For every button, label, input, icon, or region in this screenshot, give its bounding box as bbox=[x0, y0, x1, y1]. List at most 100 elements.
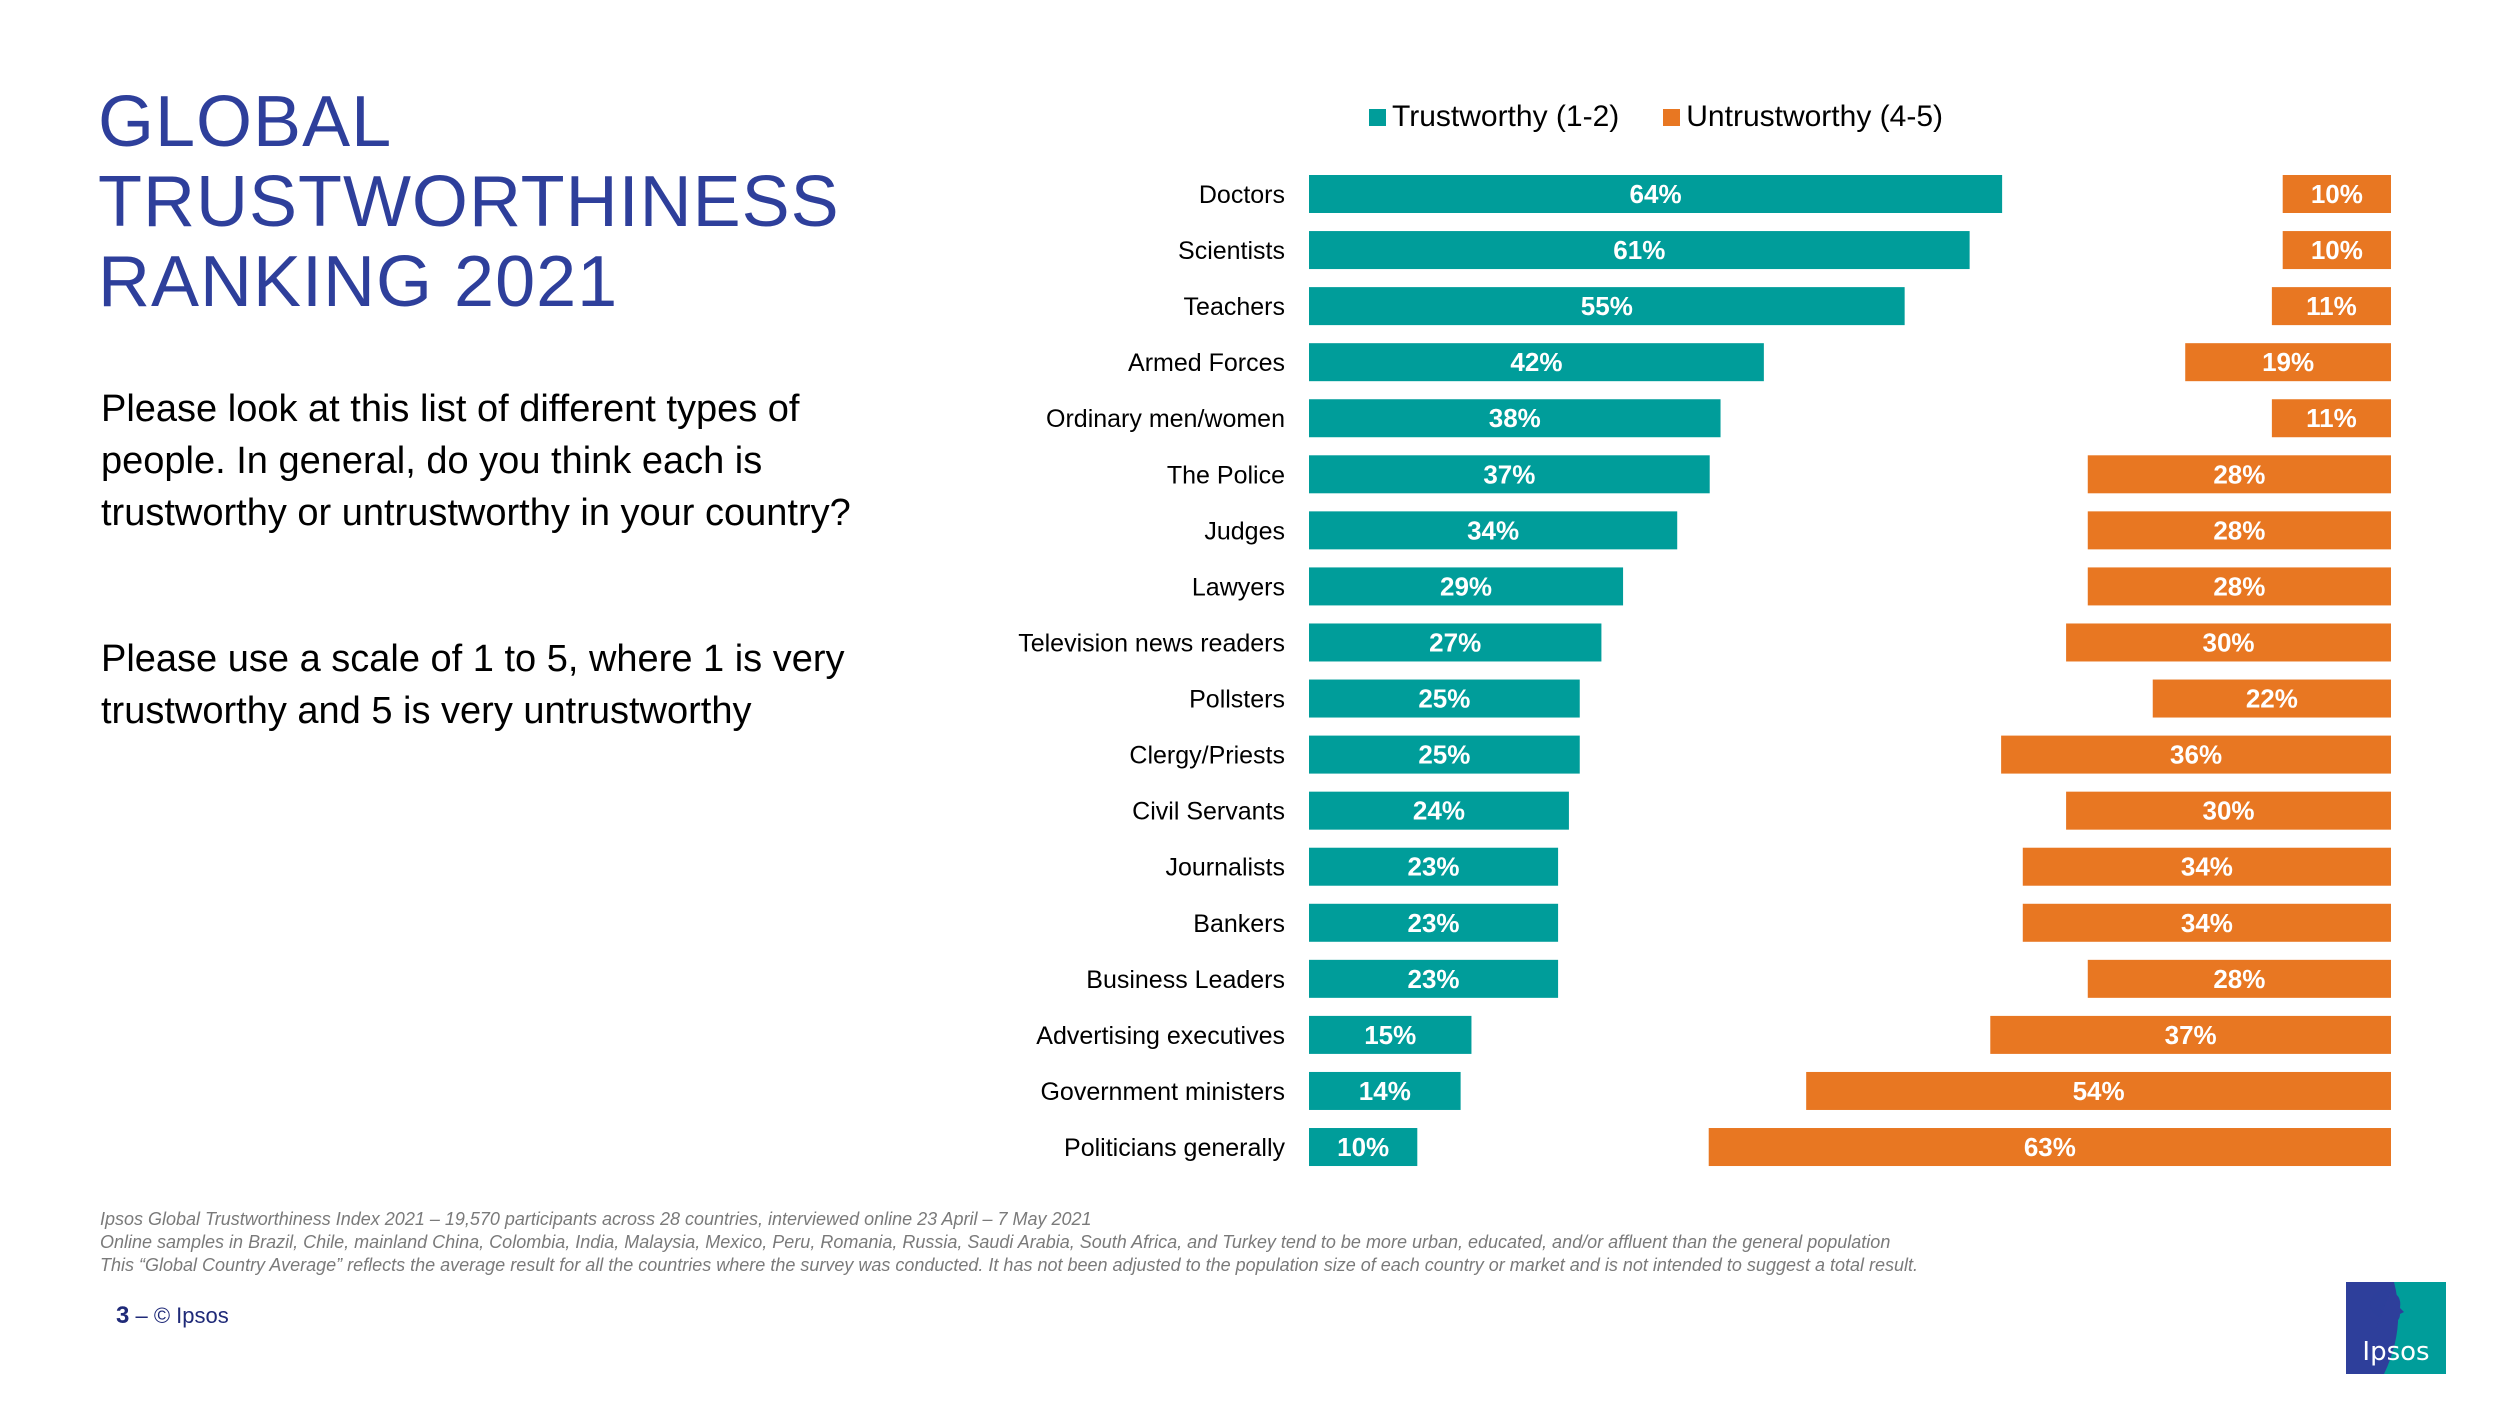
copyright: © Ipsos bbox=[153, 1303, 229, 1328]
chart-row: Television news readers 27% 30% bbox=[1018, 623, 2391, 662]
bar-trustworthy bbox=[1309, 1015, 1472, 1054]
bar-trustworthy bbox=[1309, 455, 1710, 494]
data-label: 28% bbox=[2213, 459, 2265, 489]
data-label: 34% bbox=[2181, 908, 2233, 938]
data-label: 34% bbox=[1467, 515, 1519, 545]
chart-row: Judges 34% 28% bbox=[1204, 511, 2391, 550]
chart-row: Ordinary men/women 38% 11% bbox=[1046, 399, 2391, 438]
bar-trustworthy bbox=[1309, 343, 1764, 382]
bar-untrustworthy bbox=[2087, 959, 2391, 998]
bar-trustworthy bbox=[1309, 679, 1580, 718]
data-label: 23% bbox=[1408, 964, 1460, 994]
slide-footer: 3 – © Ipsos bbox=[116, 1302, 229, 1330]
bar-untrustworthy bbox=[2271, 287, 2391, 326]
chart-row: Business Leaders 23% 28% bbox=[1086, 959, 2391, 998]
bar-trustworthy bbox=[1309, 287, 1905, 326]
chart-row: Lawyers 29% 28% bbox=[1192, 567, 2391, 606]
scale-instructions: Please use a scale of 1 to 5, where 1 is… bbox=[101, 638, 845, 732]
page-number: 3 bbox=[116, 1302, 130, 1329]
bar-untrustworthy bbox=[2022, 847, 2391, 886]
category-label: Bankers bbox=[1193, 910, 1285, 938]
data-label: 10% bbox=[1337, 1132, 1389, 1162]
chart-row: Doctors 64% 10% bbox=[1199, 175, 2391, 213]
footnote: This “Global Country Average” reflects t… bbox=[100, 1255, 1919, 1275]
category-label: Government ministers bbox=[1040, 1078, 1285, 1106]
bar-untrustworthy bbox=[2087, 511, 2391, 550]
bar-untrustworthy bbox=[1806, 1071, 2391, 1110]
chart-row: Civil Servants 24% 30% bbox=[1132, 791, 2391, 830]
data-label: 55% bbox=[1581, 291, 1633, 321]
category-label: Teachers bbox=[1184, 293, 1285, 321]
bar-untrustworthy bbox=[2066, 791, 2391, 830]
data-label: 11% bbox=[2306, 291, 2357, 321]
data-label: 10% bbox=[2311, 235, 2363, 265]
chart-row: Teachers 55% 11% bbox=[1184, 287, 2391, 326]
category-label: Business Leaders bbox=[1086, 966, 1285, 994]
category-label: Armed Forces bbox=[1128, 349, 1285, 377]
chart-row: Pollsters 25% 22% bbox=[1189, 679, 2391, 718]
legend-swatch-icon bbox=[1369, 108, 1386, 126]
bar-trustworthy bbox=[1309, 1071, 1461, 1110]
data-label: 37% bbox=[2165, 1020, 2217, 1050]
data-label: 28% bbox=[2213, 515, 2265, 545]
chart-row: Scientists 61% 10% bbox=[1178, 231, 2391, 270]
category-label: Pollsters bbox=[1189, 686, 1285, 714]
category-label: Lawyers bbox=[1192, 573, 1285, 601]
ipsos-logo-icon: Ipsos bbox=[2346, 1282, 2446, 1374]
bar-untrustworthy bbox=[2271, 399, 2391, 438]
data-label: 28% bbox=[2213, 571, 2265, 601]
chart-row: Journalists 23% 34% bbox=[1166, 847, 2391, 886]
category-label: Politicians generally bbox=[1064, 1134, 1285, 1162]
chart-row: Bankers 23% 34% bbox=[1193, 903, 2391, 942]
bar-untrustworthy bbox=[2066, 623, 2391, 662]
legend-label: Untrustworthy (4-5) bbox=[1686, 100, 1943, 133]
bar-trustworthy bbox=[1309, 623, 1602, 662]
footer-separator: – bbox=[129, 1303, 154, 1328]
legend-item-trustworthy: Trustworthy (1-2) bbox=[1369, 100, 1619, 134]
bar-trustworthy bbox=[1309, 399, 1721, 438]
bar-trustworthy bbox=[1309, 231, 1970, 270]
category-label: Scientists bbox=[1178, 237, 1285, 265]
bar-trustworthy bbox=[1309, 735, 1580, 774]
category-label: Advertising executives bbox=[1036, 1022, 1285, 1050]
data-label: 27% bbox=[1429, 627, 1481, 657]
data-label: 19% bbox=[2262, 347, 2314, 377]
data-label: 36% bbox=[2170, 740, 2222, 770]
chart-row: The Police 37% 28% bbox=[1167, 455, 2391, 494]
legend-label: Trustworthy (1-2) bbox=[1392, 100, 1620, 133]
data-label: 22% bbox=[2246, 684, 2298, 714]
bar-untrustworthy bbox=[2282, 231, 2391, 270]
data-label: 38% bbox=[1489, 403, 1541, 433]
bar-trustworthy bbox=[1309, 511, 1678, 550]
data-label: 23% bbox=[1408, 908, 1460, 938]
data-label: 30% bbox=[2203, 627, 2255, 657]
bar-untrustworthy bbox=[1990, 1015, 2391, 1054]
bar-untrustworthy bbox=[2087, 567, 2391, 606]
data-label: 14% bbox=[1359, 1076, 1411, 1106]
title-line: TRUSTWORTHINESS bbox=[98, 162, 840, 242]
chart-row: Politicians generally 10% 63% bbox=[1064, 1128, 2391, 1167]
bar-untrustworthy bbox=[1708, 1128, 2391, 1167]
bar-trustworthy bbox=[1309, 903, 1559, 942]
footnotes: Ipsos Global Trustworthiness Index 2021 … bbox=[100, 1208, 1918, 1277]
bar-trustworthy bbox=[1309, 959, 1559, 998]
category-label: Civil Servants bbox=[1132, 798, 1285, 826]
bar-untrustworthy bbox=[2282, 175, 2391, 213]
data-label: 10% bbox=[2311, 179, 2363, 209]
data-label: 24% bbox=[1413, 796, 1465, 826]
data-label: 28% bbox=[2213, 964, 2265, 994]
legend-swatch-icon bbox=[1663, 108, 1681, 126]
data-label: 29% bbox=[1440, 571, 1492, 601]
data-label: 23% bbox=[1408, 852, 1460, 882]
bar-trustworthy bbox=[1309, 791, 1569, 830]
bar-trustworthy bbox=[1309, 1128, 1418, 1167]
data-label: 25% bbox=[1418, 684, 1470, 714]
data-label: 25% bbox=[1418, 740, 1470, 770]
category-label: Judges bbox=[1204, 517, 1285, 545]
data-label: 54% bbox=[2073, 1076, 2125, 1106]
title-line: RANKING 2021 bbox=[98, 242, 619, 322]
category-label: Doctors bbox=[1199, 181, 1285, 209]
category-label: Television news readers bbox=[1018, 629, 1285, 657]
bar-untrustworthy bbox=[2185, 343, 2391, 382]
